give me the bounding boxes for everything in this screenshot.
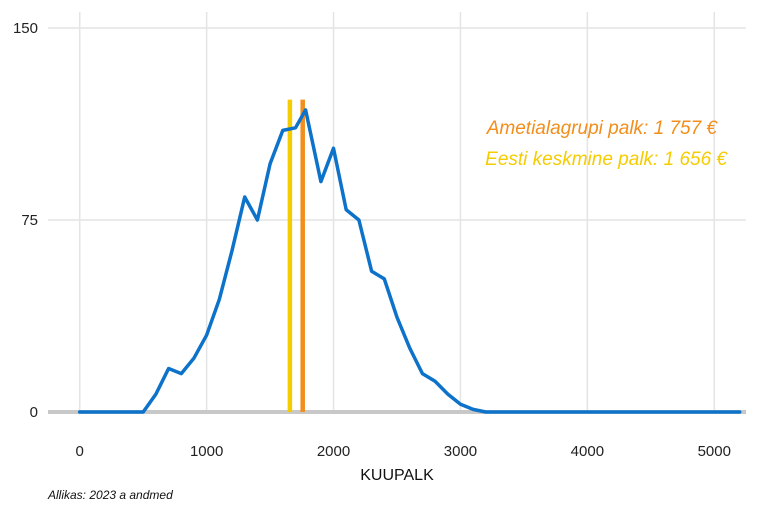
source-note: Allikas: 2023 a andmed [48,488,173,502]
reference-lines [48,99,746,414]
y-gridlines [48,27,746,221]
y-tick-label: 150 [13,20,38,37]
x-tick-label: 2000 [317,443,350,460]
y-tick-label: 0 [30,404,38,421]
x-gridlines [78,12,716,412]
series-line [77,108,742,414]
y-tick-label: 75 [21,212,38,229]
x-tick-label: 1000 [190,443,223,460]
x-tick-label: 3000 [444,443,477,460]
series-group [77,108,742,414]
x-tick-labels: 0 1000 2000 3000 4000 5000 [76,443,731,460]
x-tick-label: 5000 [698,443,731,460]
x-tick-label: 0 [76,443,84,460]
x-axis-label: KUUPALK [360,467,434,484]
x-tick-label: 4000 [571,443,604,460]
annotation-national-mean: Eesti keskmine palk: 1 656 € [485,149,728,170]
y-tick-labels: 0 75 150 [13,20,38,421]
annotation-group-salary: Ametialagrupi palk: 1 757 € [486,118,719,139]
